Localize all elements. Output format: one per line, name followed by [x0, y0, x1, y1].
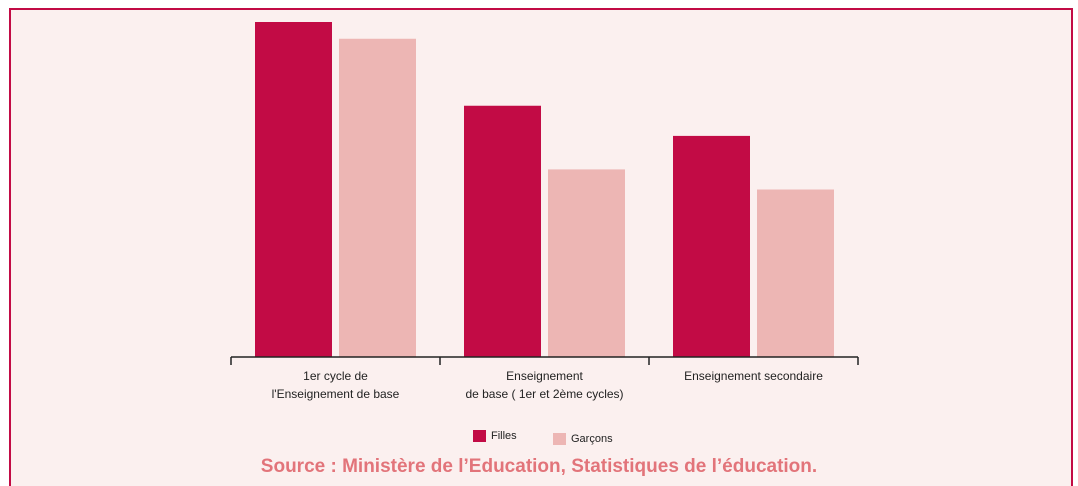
x-tick-label: Enseignement	[506, 369, 583, 383]
x-tick-label: Enseignement secondaire	[684, 369, 823, 383]
bar	[757, 189, 834, 357]
source: Source : Ministère de l’Education, Stati…	[261, 456, 817, 477]
legend-swatch	[553, 433, 566, 445]
bar	[673, 135, 750, 357]
x-tick-label: de base ( 1er et 2ème cycles)	[465, 387, 623, 401]
legend-swatch	[473, 430, 486, 442]
legend-label: Garçons	[571, 433, 613, 445]
bar	[255, 22, 332, 357]
x-tick-label: l'Enseignement de base	[272, 387, 400, 401]
bar	[548, 169, 625, 357]
legend-label: Filles	[491, 430, 517, 442]
bar	[339, 38, 416, 357]
bar	[464, 105, 541, 357]
x-tick-label: 1er cycle de	[303, 369, 368, 383]
